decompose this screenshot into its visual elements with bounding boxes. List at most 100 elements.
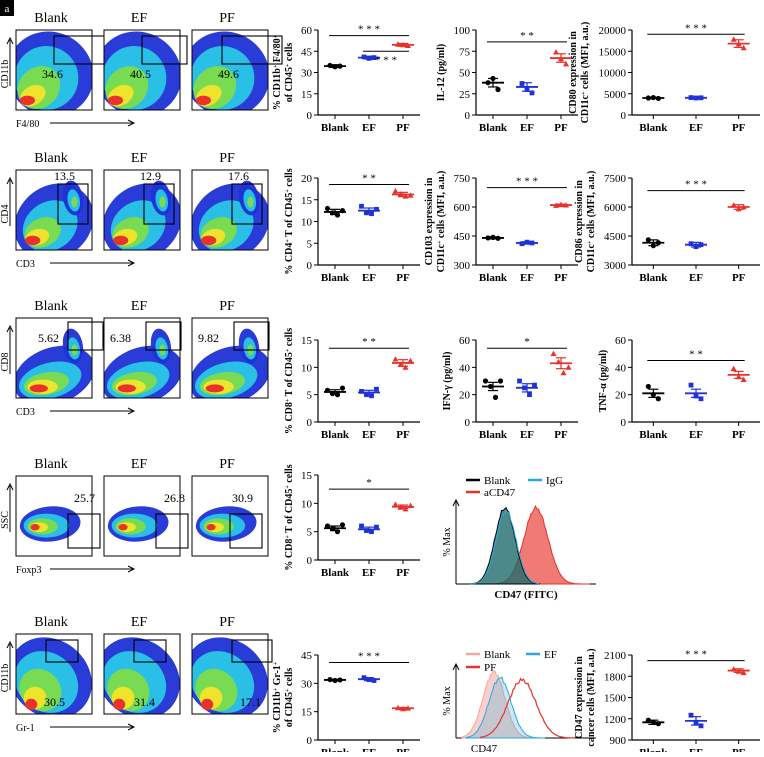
y-tick-label: 900 (610, 735, 627, 747)
y-tick-label: 45 (301, 46, 313, 58)
data-point (693, 244, 699, 250)
plot-frame (103, 169, 181, 251)
data-point (645, 95, 651, 101)
series-blank (642, 94, 665, 102)
data-point (490, 234, 496, 240)
flow-plot-pf: 30.9 (191, 475, 269, 557)
density-blob (159, 196, 166, 208)
flow-y-arrow (6, 176, 14, 185)
series-ef (516, 239, 538, 247)
series-pf (392, 41, 414, 48)
density-blob (71, 196, 78, 208)
chart-r2-c3: 3000 4500 6000 7500 CD86 expression in CD11c+… (574, 171, 760, 284)
flow-x-arrow (127, 723, 136, 731)
flow-plot-ef: 26.8 (103, 475, 189, 557)
flow-title-blank: Blank (34, 615, 67, 630)
x-tick-label: PF (554, 272, 568, 284)
data-point (524, 239, 530, 245)
flow-plot-blank: 13.5 (15, 169, 93, 251)
y-axis-label: % CD4+ T of CD45+ cells (284, 168, 295, 274)
significance-label: * * * (685, 179, 707, 191)
data-point (397, 191, 404, 197)
data-point (361, 675, 367, 681)
data-point (392, 501, 399, 507)
hist-y-label: % Max (442, 527, 453, 556)
data-point (327, 676, 333, 683)
series-blank (642, 383, 665, 402)
series-ef (358, 675, 380, 683)
plot-frame (15, 317, 93, 399)
y-tick-label: 10 (301, 362, 313, 374)
data-point (324, 523, 331, 529)
y-tick-label: 60 (301, 25, 313, 37)
legend-label-igg: IgG (546, 475, 563, 487)
data-point (735, 668, 742, 674)
plot-frame (103, 29, 181, 111)
data-point (369, 393, 374, 399)
data-point (655, 95, 661, 102)
x-tick-label: PF (732, 122, 746, 134)
data-point (735, 205, 742, 212)
density-blob (118, 524, 128, 531)
density-blob (113, 235, 129, 246)
gate-box (229, 513, 263, 549)
plot-frame (15, 633, 93, 715)
gate-value: 26.8 (164, 491, 185, 505)
x-tick-label: EF (689, 272, 703, 284)
series-ef (685, 382, 707, 402)
data-point (392, 188, 399, 194)
data-point (337, 677, 343, 683)
y-tick-label: 0 (621, 110, 627, 122)
series-blank (324, 205, 346, 218)
series-pf (550, 350, 572, 376)
density-blob (25, 235, 41, 246)
flow-y-arrow (6, 36, 14, 45)
flow-plot-ef: 40.5 (103, 29, 188, 111)
data-point (563, 61, 569, 67)
data-point (735, 41, 742, 47)
flow-title-pf: PF (219, 457, 235, 472)
density-blob (201, 235, 217, 246)
data-point (555, 358, 562, 365)
series-pf (550, 49, 572, 67)
data-point (369, 211, 374, 217)
data-point (655, 396, 661, 402)
density-blob (247, 196, 254, 208)
hist-x-label: CD47 (471, 743, 498, 752)
y-axis-label: IFN-γ (pg/ml) (442, 352, 453, 411)
x-tick-label: EF (689, 429, 703, 441)
data-point (371, 678, 377, 683)
x-tick-label: PF (396, 747, 410, 752)
y-tick-label: 30 (301, 68, 313, 80)
data-point (400, 41, 406, 48)
gate-box (221, 35, 283, 65)
density-blob (205, 384, 224, 393)
hist-x-label: CD47 (FITC) (494, 589, 558, 601)
significance-label: * * (520, 30, 534, 42)
data-point (529, 90, 535, 96)
y-axis-label: % CD8+ T of CD45+ cells (284, 464, 295, 570)
plot-frame (191, 633, 269, 715)
flow-y-arrow (6, 640, 14, 649)
plot-frame (103, 317, 181, 399)
data-point (524, 87, 530, 92)
panel-letter: a (5, 3, 10, 15)
y-tick-label: 10000 (599, 68, 627, 80)
x-tick-label: Blank (321, 429, 350, 441)
chart-r5-c3: 900 1200 1500 1800 2100 CD47 expression in can… (574, 648, 760, 757)
data-point (397, 504, 404, 510)
flow-panel-r3-flow: CD8 CD3 Blank 5.62 EF 6.38 PF 9.82 (0, 299, 270, 418)
data-point (334, 212, 341, 218)
x-tick-label: PF (396, 122, 410, 134)
series-ef (685, 241, 707, 250)
flow-x-label: CD3 (16, 407, 35, 418)
y-tick-label: 15000 (599, 46, 627, 58)
y-tick-label: 60 (459, 335, 471, 347)
flow-y-label: CD11b (0, 60, 11, 89)
flow-plot-blank: 30.5 (15, 633, 93, 715)
data-point (550, 350, 557, 357)
data-point (334, 529, 341, 535)
y-tick-label: 0 (621, 417, 627, 429)
data-point (650, 392, 656, 398)
